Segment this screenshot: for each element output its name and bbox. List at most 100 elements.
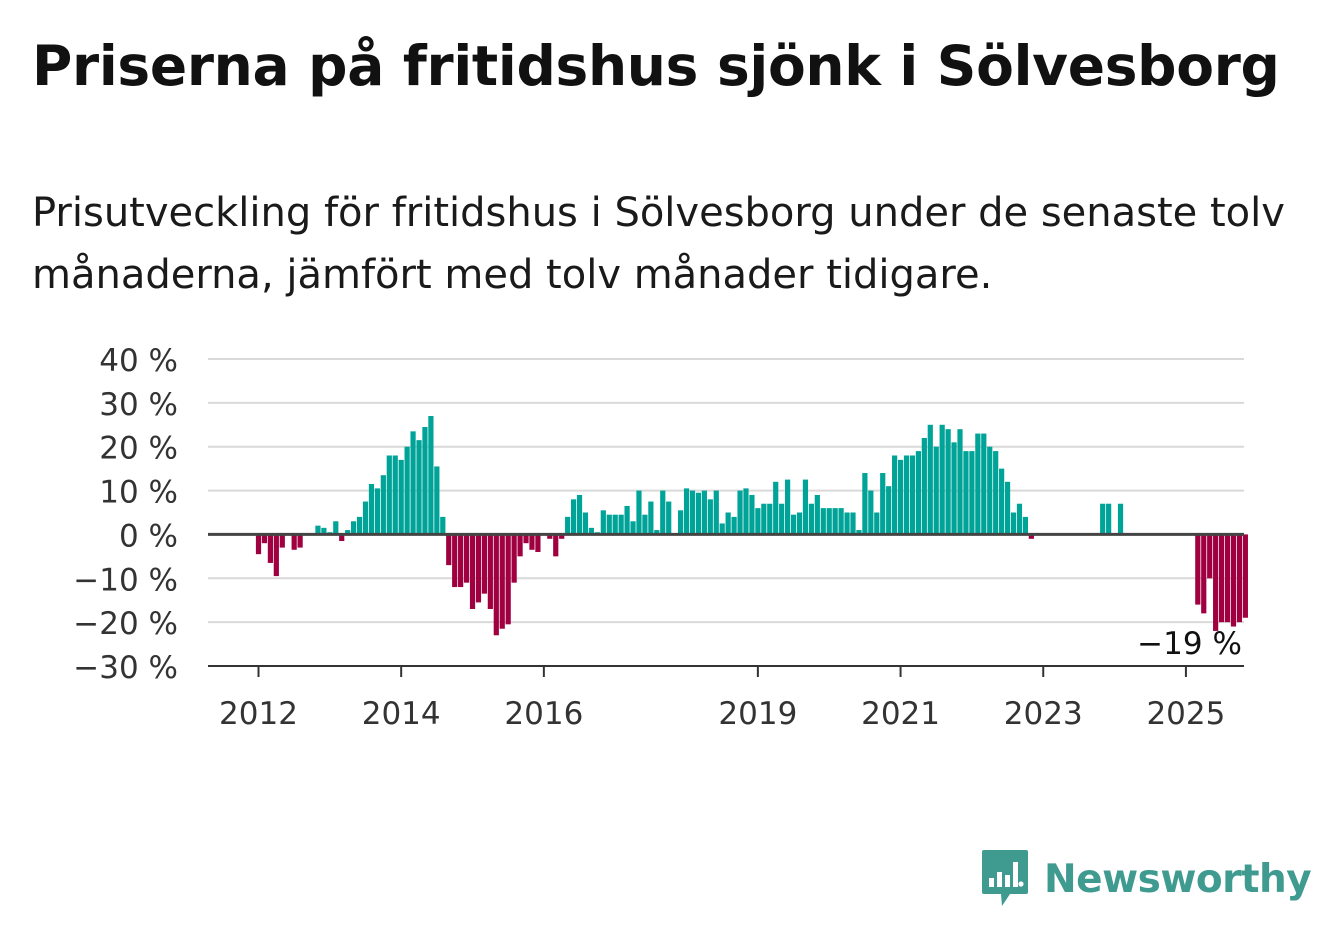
bar <box>689 490 696 535</box>
bar <box>362 501 369 535</box>
bar <box>279 534 285 548</box>
bar <box>903 455 910 535</box>
bar <box>844 512 850 535</box>
bar <box>297 534 303 548</box>
price-change-bar-chart: 40 % 30 % 20 % 10 % 0 % −10 % −20 % −30 % 2012 20… <box>73 343 1248 732</box>
bar <box>529 534 535 550</box>
y-tick-label: −30 % <box>73 650 178 686</box>
bar <box>1236 534 1243 623</box>
bar <box>749 494 755 535</box>
bar <box>921 437 927 535</box>
x-tick-label: 2023 <box>1004 696 1083 732</box>
bar <box>951 442 957 535</box>
bar <box>755 508 761 535</box>
bar <box>933 446 939 535</box>
bar <box>398 459 404 535</box>
bar <box>1207 534 1213 579</box>
bar <box>790 514 797 535</box>
bar <box>392 455 398 535</box>
bar <box>505 534 511 625</box>
x-tick-label: 2025 <box>1146 696 1225 732</box>
bar <box>1213 534 1219 631</box>
bar <box>1201 534 1207 614</box>
bar <box>654 530 660 535</box>
bar <box>612 514 618 535</box>
bar <box>1224 534 1231 623</box>
bar <box>339 534 345 542</box>
bar <box>535 534 541 552</box>
bar <box>458 534 464 588</box>
bar <box>773 481 779 535</box>
bar <box>559 534 565 539</box>
y-tick-label: 40 % <box>99 343 178 379</box>
bar <box>547 534 553 539</box>
bar <box>1004 481 1011 535</box>
bar <box>630 521 636 535</box>
x-tick-label: 2021 <box>861 696 940 732</box>
bar <box>469 534 476 609</box>
bar <box>814 494 820 535</box>
bar <box>582 512 589 535</box>
bar <box>1242 534 1248 618</box>
y-tick-label: 20 % <box>99 431 178 467</box>
bar <box>874 512 880 535</box>
bar <box>345 530 351 535</box>
bar <box>1106 503 1112 535</box>
bar <box>487 534 493 609</box>
bar <box>939 424 945 535</box>
bar <box>897 459 904 535</box>
bar <box>909 455 916 535</box>
bar <box>767 503 773 535</box>
bar <box>1117 503 1124 535</box>
bar <box>553 534 559 557</box>
bar <box>862 473 868 535</box>
bar <box>886 486 892 535</box>
bar <box>291 534 297 550</box>
x-tick-label: 2014 <box>362 696 441 732</box>
bar <box>576 494 583 535</box>
bar <box>832 508 838 535</box>
bar <box>475 534 482 603</box>
bar <box>422 426 428 535</box>
bar <box>428 416 434 535</box>
bar <box>701 490 707 535</box>
bar <box>588 527 595 535</box>
bar <box>386 455 392 535</box>
bar <box>642 514 648 535</box>
bar <box>1195 534 1201 605</box>
bar <box>333 521 339 535</box>
bar <box>743 488 749 535</box>
bar <box>945 429 951 535</box>
bar <box>570 499 577 535</box>
bar <box>713 490 719 535</box>
bar <box>856 530 862 535</box>
bar <box>565 516 571 535</box>
bar <box>677 510 684 535</box>
bar <box>267 534 273 563</box>
bar <box>987 446 993 535</box>
newsworthy-logo-icon <box>982 850 1028 906</box>
bar <box>1100 503 1106 535</box>
bar <box>1016 503 1023 535</box>
bar <box>511 534 517 583</box>
bar <box>719 523 725 535</box>
bar <box>606 514 612 535</box>
bar <box>915 451 921 535</box>
bar <box>707 499 713 535</box>
bar <box>731 516 737 535</box>
bar <box>410 431 416 535</box>
y-tick-label: −20 % <box>73 606 178 642</box>
bar <box>660 490 666 535</box>
bar <box>321 527 327 535</box>
bar <box>404 446 410 535</box>
bar <box>618 514 624 535</box>
annotation-label: −19 % <box>1137 626 1242 662</box>
bar <box>963 451 969 535</box>
bar <box>600 510 606 535</box>
bar <box>695 492 702 535</box>
bar <box>761 503 767 535</box>
bar <box>1230 534 1237 627</box>
bar <box>1028 534 1034 539</box>
bar <box>1010 512 1017 535</box>
bar <box>1218 534 1225 623</box>
